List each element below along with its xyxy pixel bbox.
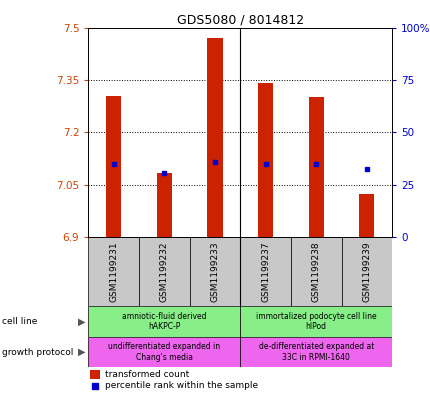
- Text: immortalized podocyte cell line
hIPod: immortalized podocyte cell line hIPod: [255, 312, 376, 331]
- Bar: [240, 237, 290, 306]
- Bar: [106, 96, 121, 237]
- Text: undifferentiated expanded in
Chang's media: undifferentiated expanded in Chang's med…: [108, 342, 220, 362]
- Text: GSM1199232: GSM1199232: [160, 242, 169, 302]
- Bar: [88, 237, 139, 306]
- Text: GSM1199239: GSM1199239: [362, 241, 371, 302]
- Text: GSM1199233: GSM1199233: [210, 241, 219, 302]
- Text: de-differentiated expanded at
33C in RPMI-1640: de-differentiated expanded at 33C in RPM…: [258, 342, 373, 362]
- Text: percentile rank within the sample: percentile rank within the sample: [105, 381, 258, 390]
- Text: transformed count: transformed count: [105, 369, 189, 378]
- Bar: [308, 97, 323, 237]
- Bar: [341, 237, 391, 306]
- Text: GSM1199238: GSM1199238: [311, 241, 320, 302]
- Bar: [207, 38, 222, 237]
- Bar: [359, 194, 374, 237]
- Bar: [88, 337, 240, 367]
- Bar: [138, 237, 189, 306]
- Text: growth protocol: growth protocol: [2, 348, 74, 356]
- Bar: [240, 337, 391, 367]
- Text: ▶: ▶: [78, 316, 86, 327]
- Bar: [290, 237, 341, 306]
- Bar: [240, 306, 391, 337]
- Text: GSM1199237: GSM1199237: [261, 241, 270, 302]
- Text: ▶: ▶: [78, 347, 86, 357]
- Text: cell line: cell line: [2, 317, 37, 326]
- Bar: [258, 83, 273, 237]
- Text: GSM1199231: GSM1199231: [109, 241, 118, 302]
- Text: amniotic-fluid derived
hAKPC-P: amniotic-fluid derived hAKPC-P: [122, 312, 206, 331]
- Bar: [88, 306, 240, 337]
- Title: GDS5080 / 8014812: GDS5080 / 8014812: [176, 13, 303, 26]
- Bar: [90, 370, 99, 379]
- Bar: [157, 173, 172, 237]
- Bar: [189, 237, 240, 306]
